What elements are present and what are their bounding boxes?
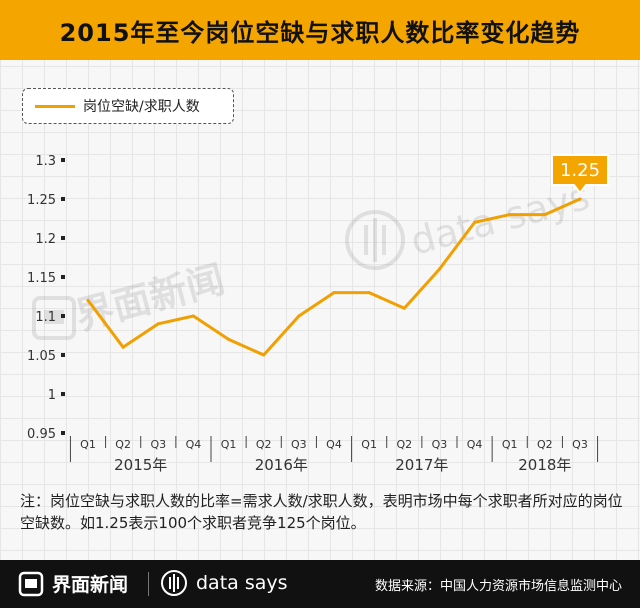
legend-line-swatch: [35, 104, 75, 108]
footnote: 注：岗位空缺与求职人数的比率=需求人数/求职人数，表明市场中每个求职者所对应的岗…: [20, 492, 623, 532]
footer: 界面新闻 data says 数据来源：中国人力资源市场信息监测中心: [0, 560, 640, 608]
chart-title: 2015年至今岗位空缺与求职人数比率变化趋势: [59, 18, 581, 47]
x-tick-label: Q3: [572, 438, 588, 451]
x-tick-label: Q3: [432, 438, 448, 451]
y-tick-label: 1.05: [27, 349, 56, 364]
watermark-jiemian-logo: [32, 296, 76, 340]
x-tick-label: Q1: [221, 438, 237, 451]
x-tick-label: Q1: [80, 438, 96, 451]
watermark: 界面新闻 data says: [32, 174, 594, 340]
x-axis: Q1 Q2 Q3 Q4 Q1 Q2 Q3 Q4 Q1 Q2 Q3 Q4 Q1 Q2 Q3 2015年 2016年…: [69, 436, 599, 474]
x-tick-label: Q1: [361, 438, 377, 451]
y-tick-mark: [61, 314, 65, 318]
annotation-callout: 1.25: [551, 154, 609, 195]
x-tick-label: Q1: [502, 438, 518, 451]
data-point: [297, 314, 301, 318]
data-point: [156, 322, 160, 326]
data-point: [402, 306, 406, 310]
legend: 岗位空缺/求职人数: [22, 88, 234, 124]
data-point: [227, 337, 231, 341]
y-tick-mark: [61, 236, 65, 240]
jiemian-brand: 界面新闻: [18, 570, 128, 597]
y-tick-mark: [61, 158, 65, 162]
y-tick-label: 1.2: [35, 232, 56, 247]
data-point: [508, 213, 512, 217]
x-tick-label: Q4: [186, 438, 202, 451]
x-tick-label: Q2: [256, 438, 272, 451]
y-tick-label: 1: [48, 388, 56, 403]
datasays-brand-name: data says: [196, 572, 288, 594]
watermark-datasays-text: data says: [406, 174, 594, 264]
data-point: [367, 291, 371, 295]
y-tick-label: 0.95: [27, 427, 56, 442]
watermark-datasays-logo: [345, 210, 405, 270]
jiemian-brand-name: 界面新闻: [52, 574, 129, 596]
line-chart: 界面新闻 data says 1.3 1.25 1.2 1.15 1.1 1.05 1 0.9…: [27, 154, 609, 474]
x-tick-label: Q2: [115, 438, 131, 451]
y-tick-mark: [61, 353, 65, 357]
x-tick-label: Q4: [326, 438, 342, 451]
y-tick-mark: [61, 392, 65, 396]
y-tick-label: 1.15: [27, 271, 56, 286]
legend-label: 岗位空缺/求职人数: [83, 99, 200, 115]
data-point: [262, 353, 266, 357]
series-points: [86, 197, 582, 357]
datasays-logo-icon: [161, 570, 187, 596]
data-source: 数据来源：中国人力资源市场信息监测中心: [374, 579, 622, 594]
y-tick-mark: [61, 275, 65, 279]
annotation-label: 1.25: [560, 160, 600, 181]
x-tick-label: Q2: [537, 438, 553, 451]
y-tick-label: 1.25: [27, 193, 56, 208]
x-year-label: 2018年: [518, 456, 571, 474]
footer-divider: [148, 572, 149, 596]
datasays-brand: data says: [160, 569, 288, 597]
y-tick-mark: [61, 431, 65, 435]
title-bar: 2015年至今岗位空缺与求职人数比率变化趋势: [0, 0, 640, 60]
annotation-box: [551, 154, 609, 195]
data-point: [437, 267, 441, 271]
data-point: [578, 197, 582, 201]
x-year-label: 2015年: [114, 456, 167, 474]
jiemian-logo-icon: [18, 571, 44, 596]
y-tick-mark: [61, 197, 65, 201]
x-tick-label: Q4: [467, 438, 483, 451]
x-tick-label: Q3: [291, 438, 307, 451]
x-year-label: 2017年: [395, 456, 448, 474]
data-point: [86, 298, 90, 302]
x-tick-label: Q3: [150, 438, 166, 451]
x-tick-label: Q2: [396, 438, 412, 451]
y-tick-label: 1.1: [35, 310, 56, 325]
data-point: [473, 220, 477, 224]
data-point: [191, 314, 195, 318]
data-point: [543, 213, 547, 217]
x-year-label: 2016年: [255, 456, 308, 474]
data-point: [332, 291, 336, 295]
y-axis: 1.3 1.25 1.2 1.15 1.1 1.05 1 0.95: [27, 154, 65, 442]
y-tick-label: 1.3: [35, 154, 56, 169]
data-point: [121, 345, 125, 349]
watermark-jiemian-text: 界面新闻: [71, 257, 229, 339]
